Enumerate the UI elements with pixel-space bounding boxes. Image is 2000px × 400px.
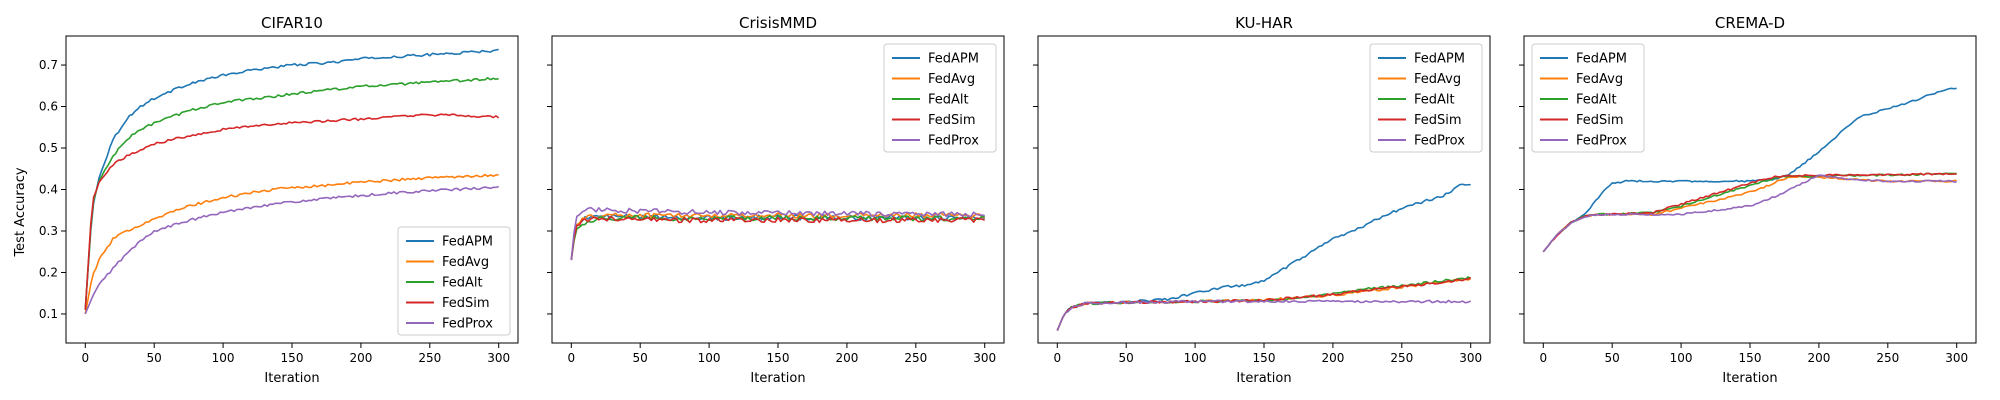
series-line bbox=[1542, 87, 1957, 253]
legend-entry: FedAlt bbox=[442, 276, 483, 291]
series-lines bbox=[1542, 87, 1957, 253]
y-tick-label: 0.1 bbox=[39, 307, 58, 321]
chart-title: CIFAR10 bbox=[261, 14, 323, 32]
legend-entry: FedProx bbox=[928, 134, 979, 149]
legend: FedAPM FedAvg FedAlt FedSim FedProx bbox=[883, 43, 997, 153]
x-tick-label: 50 bbox=[1605, 351, 1620, 365]
x-tick-label: 250 bbox=[1390, 351, 1413, 365]
legend-entry: FedAvg bbox=[1414, 72, 1461, 87]
series-line bbox=[84, 185, 499, 315]
legend-entry: FedAvg bbox=[442, 255, 489, 270]
x-tick-label: 200 bbox=[349, 351, 372, 365]
y-axis-label: Test Accuracy bbox=[13, 167, 28, 257]
chart-title: KU-HAR bbox=[1235, 14, 1293, 32]
y-tick-label: 0.4 bbox=[39, 183, 58, 197]
chart-panels: CIFAR10 0 50 100 150 200 250 300 0.1 0.2 0.3 0.4 0.5… bbox=[39, 14, 1977, 386]
legend-entry: FedSim bbox=[928, 113, 976, 128]
legend-box bbox=[1369, 43, 1483, 153]
legend-entry: FedProx bbox=[442, 317, 493, 332]
legend-entry: FedSim bbox=[1414, 113, 1462, 128]
legend-entry: FedAPM bbox=[442, 235, 493, 250]
x-axis-label: Iteration bbox=[1236, 371, 1291, 386]
chart-panel: CrisisMMD 0 50 100 150 200 250 300 Iteration FedA… bbox=[547, 14, 1005, 386]
series-line bbox=[570, 206, 985, 261]
legend-entry: FedAlt bbox=[1576, 93, 1617, 108]
x-tick-label: 0 bbox=[1053, 351, 1061, 365]
y-tick-label: 0.6 bbox=[39, 100, 58, 114]
series-line bbox=[84, 113, 500, 310]
legend-box bbox=[397, 226, 511, 336]
x-tick-label: 150 bbox=[767, 351, 790, 365]
series-line bbox=[1056, 299, 1472, 331]
legend-entry: FedAvg bbox=[1576, 72, 1623, 87]
series-lines bbox=[570, 206, 986, 261]
legend: FedAPM FedAvg FedAlt FedSim FedProx bbox=[1369, 43, 1483, 153]
x-tick-label: 300 bbox=[1459, 351, 1482, 365]
x-tick-label: 100 bbox=[1184, 351, 1207, 365]
y-tick-label: 0.5 bbox=[39, 141, 58, 155]
x-tick-label: 50 bbox=[147, 351, 162, 365]
x-axis-label: Iteration bbox=[750, 371, 805, 386]
x-axis-label: Iteration bbox=[1722, 371, 1777, 386]
chart-title: CrisisMMD bbox=[739, 14, 817, 32]
x-tick-label: 50 bbox=[633, 351, 648, 365]
series-line bbox=[84, 77, 499, 310]
legend-entry: FedAlt bbox=[928, 93, 969, 108]
x-tick-label: 100 bbox=[212, 351, 235, 365]
series-line bbox=[1056, 276, 1472, 331]
x-tick-label: 250 bbox=[904, 351, 927, 365]
y-tick-label: 0.7 bbox=[39, 58, 58, 72]
x-axis-label: Iteration bbox=[264, 371, 319, 386]
x-tick-label: 300 bbox=[973, 351, 996, 365]
series-lines bbox=[1056, 183, 1472, 331]
series-lines bbox=[84, 48, 500, 315]
legend-entry: FedSim bbox=[1576, 113, 1624, 128]
legend-entry: FedSim bbox=[442, 296, 490, 311]
x-tick-label: 150 bbox=[281, 351, 304, 365]
legend-entry: FedProx bbox=[1576, 134, 1627, 149]
x-tick-label: 150 bbox=[1739, 351, 1762, 365]
series-line bbox=[84, 173, 499, 315]
x-tick-label: 200 bbox=[1321, 351, 1344, 365]
legend-entry: FedAlt bbox=[1414, 93, 1455, 108]
series-line bbox=[84, 48, 499, 310]
series-line bbox=[570, 212, 986, 261]
legend-box bbox=[1531, 43, 1645, 153]
x-tick-label: 250 bbox=[1876, 351, 1899, 365]
series-line bbox=[570, 215, 985, 261]
legend: FedAPM FedAvg FedAlt FedSim FedProx bbox=[1531, 43, 1645, 153]
x-tick-label: 150 bbox=[1253, 351, 1276, 365]
chart-panel: CIFAR10 0 50 100 150 200 250 300 0.1 0.2 0.3 0.4 0.5… bbox=[39, 14, 519, 386]
series-line bbox=[1542, 174, 1957, 253]
legend-entry: FedAPM bbox=[1414, 52, 1465, 67]
x-tick-label: 100 bbox=[1670, 351, 1693, 365]
series-line bbox=[1542, 172, 1957, 253]
x-tick-label: 100 bbox=[698, 351, 721, 365]
legend: FedAPM FedAvg FedAlt FedSim FedProx bbox=[397, 226, 511, 336]
legend-entry: FedAvg bbox=[928, 72, 975, 87]
x-tick-label: 50 bbox=[1119, 351, 1134, 365]
x-tick-label: 250 bbox=[418, 351, 441, 365]
x-tick-label: 200 bbox=[835, 351, 858, 365]
x-tick-label: 300 bbox=[487, 351, 510, 365]
x-tick-label: 300 bbox=[1945, 351, 1968, 365]
x-tick-label: 0 bbox=[1539, 351, 1547, 365]
x-tick-label: 0 bbox=[81, 351, 89, 365]
legend-box bbox=[883, 43, 997, 153]
y-tick-label: 0.3 bbox=[39, 224, 58, 238]
legend-entry: FedProx bbox=[1414, 134, 1465, 149]
y-tick-label: 0.2 bbox=[39, 265, 58, 279]
legend-entry: FedAPM bbox=[928, 52, 979, 67]
x-tick-label: 200 bbox=[1807, 351, 1830, 365]
chart-title: CREMA-D bbox=[1715, 14, 1785, 32]
chart-panel: CREMA-D 0 50 100 150 200 250 300 Iteration FedAPM… bbox=[1519, 14, 1977, 386]
x-tick-label: 0 bbox=[567, 351, 575, 365]
legend-entry: FedAPM bbox=[1576, 52, 1627, 67]
